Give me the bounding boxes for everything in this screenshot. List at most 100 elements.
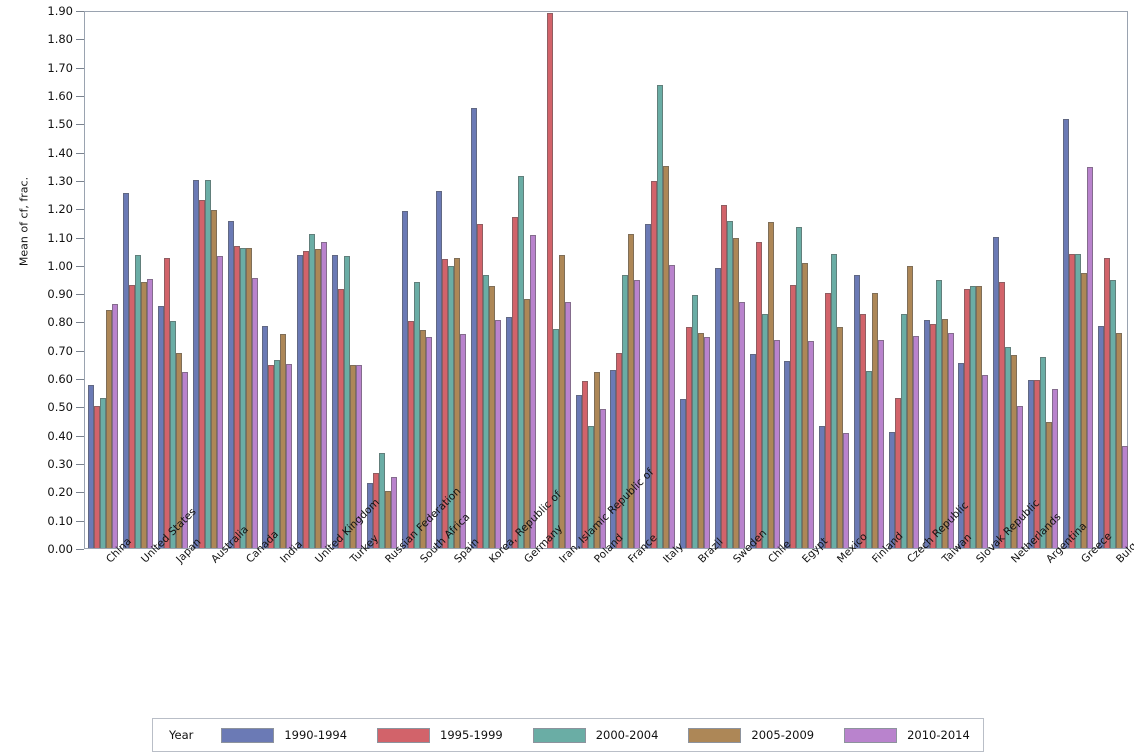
bar	[1052, 389, 1058, 548]
y-tick-label: 1.30	[47, 173, 73, 188]
y-tick-label: 1.00	[47, 258, 73, 273]
bar-group	[923, 10, 954, 548]
bar	[338, 288, 344, 548]
bar	[210, 209, 217, 548]
bar	[123, 192, 130, 548]
bar	[401, 211, 408, 548]
bar-group	[714, 10, 745, 548]
bar	[976, 286, 983, 548]
bar	[1115, 332, 1122, 548]
y-tick-label: 1.10	[47, 230, 73, 245]
bar	[158, 305, 164, 548]
y-tick-mark	[76, 265, 84, 267]
bar	[663, 165, 670, 548]
bar	[593, 372, 600, 548]
bar-group	[332, 10, 362, 548]
bar	[790, 284, 797, 548]
legend-title: Year	[169, 728, 194, 742]
bar	[923, 320, 930, 548]
legend-label: 2000-2004	[595, 728, 659, 742]
legend-entry[interactable]: 2010-2014	[844, 727, 970, 743]
legend-label: 2005-2009	[751, 728, 815, 742]
bar	[726, 220, 733, 548]
y-tick-label: 1.60	[47, 88, 73, 103]
bar	[1097, 325, 1104, 548]
bar-group	[784, 10, 815, 548]
bar	[587, 426, 594, 548]
bar	[506, 317, 512, 548]
bar	[1005, 346, 1012, 548]
legend-swatch	[221, 727, 275, 743]
bar	[773, 339, 780, 548]
bar	[906, 266, 913, 548]
bar-group	[645, 10, 676, 548]
bar	[489, 286, 496, 548]
bar	[176, 352, 182, 548]
bar	[749, 354, 756, 548]
bar	[1046, 422, 1052, 548]
bar-group	[888, 10, 919, 548]
bar	[704, 337, 710, 548]
bar	[575, 395, 582, 548]
y-tick-label: 0.10	[47, 513, 73, 528]
y-tick-label: 0.40	[47, 428, 73, 443]
bar	[419, 329, 426, 548]
bar-group	[680, 10, 710, 548]
legend-swatch	[377, 727, 431, 743]
bar	[947, 332, 954, 548]
legend-entry[interactable]: 2005-2009	[688, 727, 815, 743]
bar	[982, 375, 989, 548]
bar	[198, 199, 205, 548]
bar	[227, 220, 234, 548]
y-tick-label: 1.40	[47, 145, 73, 160]
y-tick-mark	[76, 294, 84, 296]
y-tick-mark	[76, 407, 84, 409]
bar	[88, 385, 95, 548]
bar	[1011, 355, 1018, 548]
bar	[495, 320, 502, 548]
bar	[1034, 379, 1040, 548]
bar-group	[749, 10, 780, 548]
bar	[262, 325, 269, 548]
legend-entry[interactable]: 1990-1994	[221, 727, 347, 743]
y-tick-mark	[76, 322, 84, 324]
y-tick-mark	[76, 11, 84, 12]
bar	[616, 352, 623, 548]
bar-group	[610, 10, 641, 548]
y-tick-label: 0.00	[47, 542, 73, 556]
bar	[413, 281, 420, 548]
bar	[1028, 379, 1034, 548]
y-tick-mark	[76, 379, 84, 381]
y-tick-mark	[76, 492, 84, 494]
bar	[372, 472, 379, 548]
bar	[251, 277, 258, 548]
y-tick-label: 0.60	[47, 372, 73, 387]
bar	[309, 233, 316, 548]
y-tick-mark	[76, 180, 84, 182]
bar-group	[958, 10, 989, 548]
bar	[837, 327, 844, 548]
bar	[657, 85, 664, 548]
legend-entry[interactable]: 2000-2004	[532, 727, 659, 743]
bar	[558, 254, 565, 548]
y-tick-label: 0.70	[47, 343, 73, 358]
bar	[192, 179, 199, 548]
bar	[524, 298, 530, 548]
y-tick-mark	[76, 549, 84, 550]
legend-entries: 1990-1994 1995-1999 2000-2004 2005-2009 2010…	[221, 727, 999, 743]
bar	[970, 286, 977, 548]
bar	[599, 409, 606, 548]
bar	[356, 365, 362, 548]
bar	[350, 365, 356, 548]
bar	[303, 250, 310, 548]
bar	[958, 362, 965, 548]
bar	[245, 247, 252, 548]
bar	[802, 263, 809, 548]
bar	[831, 253, 838, 548]
legend-entry[interactable]: 1995-1999	[377, 727, 503, 743]
bar-group	[819, 10, 850, 548]
bar	[164, 257, 170, 548]
bar-group	[366, 10, 397, 548]
bar	[332, 254, 338, 548]
